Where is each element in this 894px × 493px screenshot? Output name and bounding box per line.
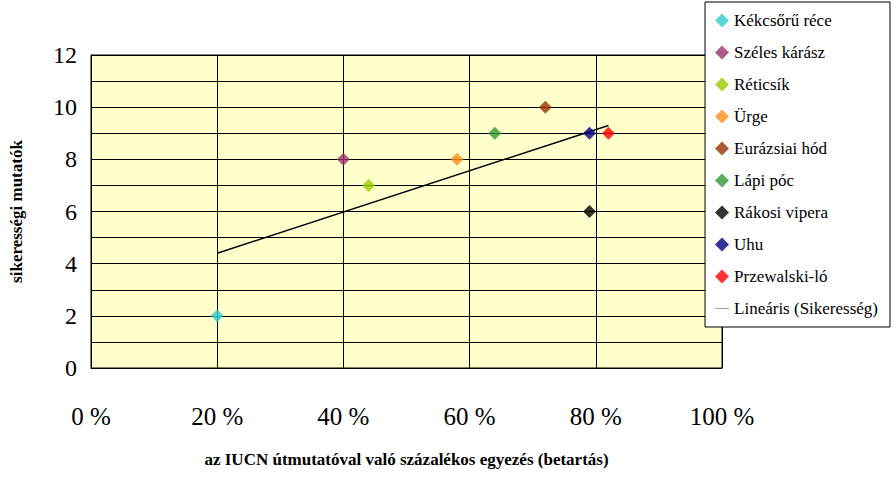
svg-text:80 %: 80 % (570, 403, 622, 430)
svg-text:2: 2 (65, 303, 77, 329)
svg-text:Réticsík: Réticsík (734, 75, 790, 94)
svg-text:40 %: 40 % (317, 403, 369, 430)
svg-text:20 %: 20 % (191, 403, 243, 430)
svg-text:12: 12 (53, 42, 77, 68)
svg-text:Eurázsiai hód: Eurázsiai hód (734, 139, 827, 158)
svg-text:6: 6 (65, 199, 77, 225)
svg-text:100 %: 100 % (690, 403, 755, 430)
svg-text:4: 4 (65, 251, 77, 277)
svg-text:az IUCN útmutatóval való száza: az IUCN útmutatóval való százalékos egye… (204, 450, 608, 469)
svg-text:sikerességi mutatók: sikerességi mutatók (7, 140, 26, 283)
svg-text:10: 10 (53, 94, 77, 120)
svg-text:Ürge: Ürge (734, 107, 768, 126)
svg-text:60 %: 60 % (444, 403, 496, 430)
svg-text:Lápi póc: Lápi póc (734, 171, 794, 190)
svg-text:Kékcsőrű réce: Kékcsőrű réce (734, 11, 832, 30)
svg-text:Lineáris (Sikeresség): Lineáris (Sikeresség) (734, 299, 878, 318)
svg-text:0 %: 0 % (71, 403, 111, 430)
svg-text:Przewalski-ló: Przewalski-ló (734, 267, 827, 286)
svg-text:Rákosi vipera: Rákosi vipera (734, 203, 828, 222)
svg-text:8: 8 (65, 146, 77, 172)
svg-text:Széles kárász: Széles kárász (734, 43, 826, 62)
svg-text:0: 0 (65, 355, 77, 381)
svg-text:Uhu: Uhu (734, 235, 764, 254)
